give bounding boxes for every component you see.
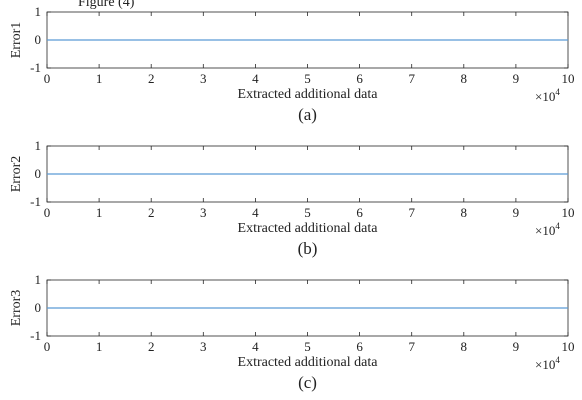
y-tick-label: -1 (30, 194, 41, 209)
x-tick-label: 8 (461, 205, 468, 220)
x-tick-label: 4 (252, 71, 259, 86)
y-tick-label: 0 (35, 166, 42, 181)
y-tick-label: 0 (35, 32, 42, 47)
x-tick-label: 10 (562, 205, 575, 220)
panel-label: (a) (298, 105, 317, 124)
x-tick-label: 6 (356, 71, 363, 86)
y-tick-label: 1 (35, 4, 42, 19)
x-tick-label: 3 (200, 71, 207, 86)
x-axis-label: Extracted additional data (238, 355, 379, 370)
x-tick-label: 9 (513, 71, 520, 86)
x-tick-label: 6 (356, 205, 363, 220)
x-axis-label: Extracted additional data (238, 221, 379, 236)
x-axis-label: Extracted additional data (238, 87, 379, 102)
x-tick-label: 9 (513, 205, 520, 220)
x-tick-label: 8 (461, 71, 468, 86)
x-tick-label: 5 (304, 71, 311, 86)
x-tick-label: 6 (356, 339, 363, 354)
x-tick-label: 2 (148, 339, 155, 354)
y-tick-label: 1 (35, 272, 42, 287)
x-exponent-label: ×104 (535, 87, 560, 104)
x-tick-label: 2 (148, 71, 155, 86)
y-tick-label: -1 (30, 60, 41, 75)
x-exponent-power: 4 (555, 221, 560, 231)
x-tick-label: 0 (44, 339, 51, 354)
panel-label: (c) (298, 373, 317, 392)
x-tick-label: 0 (44, 71, 51, 86)
x-tick-label: 7 (408, 71, 415, 86)
x-tick-label: 10 (562, 339, 575, 354)
x-exponent-label: ×104 (535, 221, 560, 238)
y-axis-label: Error3 (9, 290, 24, 327)
y-axis-label: Error2 (9, 156, 24, 193)
figure-caption-fragment: Figure (4) (78, 0, 135, 10)
x-tick-label: 10 (562, 71, 575, 86)
x-tick-label: 1 (96, 71, 103, 86)
x-tick-label: 8 (461, 339, 468, 354)
x-tick-label: 9 (513, 339, 520, 354)
x-tick-label: 5 (304, 339, 311, 354)
x-tick-label: 7 (408, 205, 415, 220)
x-tick-label: 3 (200, 205, 207, 220)
x-tick-label: 4 (252, 205, 259, 220)
x-tick-label: 2 (148, 205, 155, 220)
panel-label: (b) (298, 239, 318, 258)
x-tick-label: 7 (408, 339, 415, 354)
x-tick-label: 1 (96, 339, 103, 354)
y-tick-label: -1 (30, 328, 41, 343)
x-tick-label: 1 (96, 205, 103, 220)
x-tick-label: 5 (304, 205, 311, 220)
x-tick-label: 4 (252, 339, 259, 354)
x-tick-label: 0 (44, 205, 51, 220)
y-axis-label: Error1 (9, 22, 24, 59)
x-exponent-power: 4 (555, 355, 560, 365)
y-tick-label: 0 (35, 300, 42, 315)
x-exponent-label: ×104 (535, 355, 560, 372)
y-tick-label: 1 (35, 138, 42, 153)
x-exponent-power: 4 (555, 87, 560, 97)
x-tick-label: 3 (200, 339, 207, 354)
